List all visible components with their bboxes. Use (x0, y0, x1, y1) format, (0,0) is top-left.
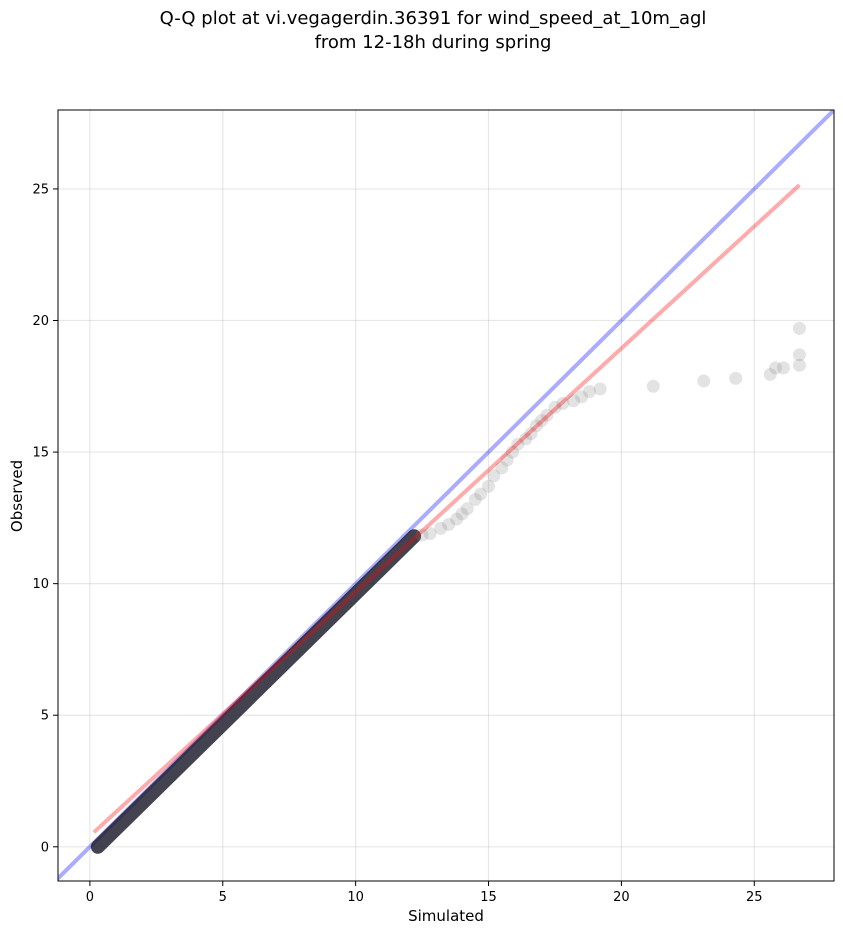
x-tick-label: 5 (219, 890, 227, 905)
quantile-point (697, 374, 711, 388)
quantile-point (777, 361, 791, 375)
quantile-point (540, 408, 554, 422)
quantile-point (434, 521, 448, 535)
quantile-point (593, 382, 607, 396)
chart-title: Q-Q plot at vi.vegagerdin.36391 for wind… (160, 8, 707, 29)
y-tick-label: 5 (41, 709, 49, 724)
y-tick-label: 20 (32, 314, 49, 329)
grid-lines (58, 110, 834, 881)
quantile-point (792, 358, 806, 372)
quantile-point (548, 400, 562, 414)
plot-frame (57, 109, 835, 882)
x-tick-label: 15 (480, 890, 497, 905)
quantile-point (556, 396, 570, 410)
y-tick-label: 15 (32, 446, 49, 461)
quantile-point (442, 517, 456, 531)
quantile-point (529, 419, 543, 433)
quantile-band (90, 529, 422, 854)
quantile-point (535, 414, 549, 428)
quantile-point (583, 385, 597, 399)
quantile-point (511, 437, 525, 451)
quantile-point (500, 453, 514, 467)
quantile-point (729, 371, 743, 385)
quantile-point (460, 502, 474, 516)
x-tick-label: 10 (347, 890, 364, 905)
chart-subtitle: from 12-18h during spring (315, 32, 552, 53)
quantile-point (415, 528, 429, 542)
x-axis-label: Simulated (408, 907, 484, 925)
y-tick-label: 25 (32, 182, 49, 197)
x-tick-label: 20 (613, 890, 630, 905)
quantile-point (474, 487, 488, 501)
quantile-point (482, 479, 496, 493)
quantile-point (495, 461, 509, 475)
quantile-point (646, 379, 660, 393)
y-tick-label: 10 (32, 577, 49, 592)
y-tick-label: 0 (41, 840, 49, 855)
quantile-point (567, 394, 581, 408)
quantile-point (505, 445, 519, 459)
quantile-point (575, 390, 589, 404)
quantile-point (423, 527, 437, 541)
axis-ticks: 0 5 10 15 20 25 0 5 10 15 20 25 (32, 182, 762, 905)
quantile-point (792, 321, 806, 335)
quantile-point (455, 507, 469, 521)
quantile-point (792, 348, 806, 362)
quantile-point (519, 432, 533, 446)
fit-line (92, 183, 801, 834)
x-tick-label: 25 (746, 890, 763, 905)
quantile-point (769, 361, 783, 375)
quantile-point (450, 512, 464, 526)
quantile-point (524, 427, 538, 441)
x-tick-label: 0 (86, 890, 94, 905)
quantile-point (468, 492, 482, 506)
quantile-point (487, 469, 501, 483)
plot-area (58, 110, 834, 881)
quantile-point (763, 367, 777, 381)
y-axis-label: Observed (8, 460, 26, 532)
